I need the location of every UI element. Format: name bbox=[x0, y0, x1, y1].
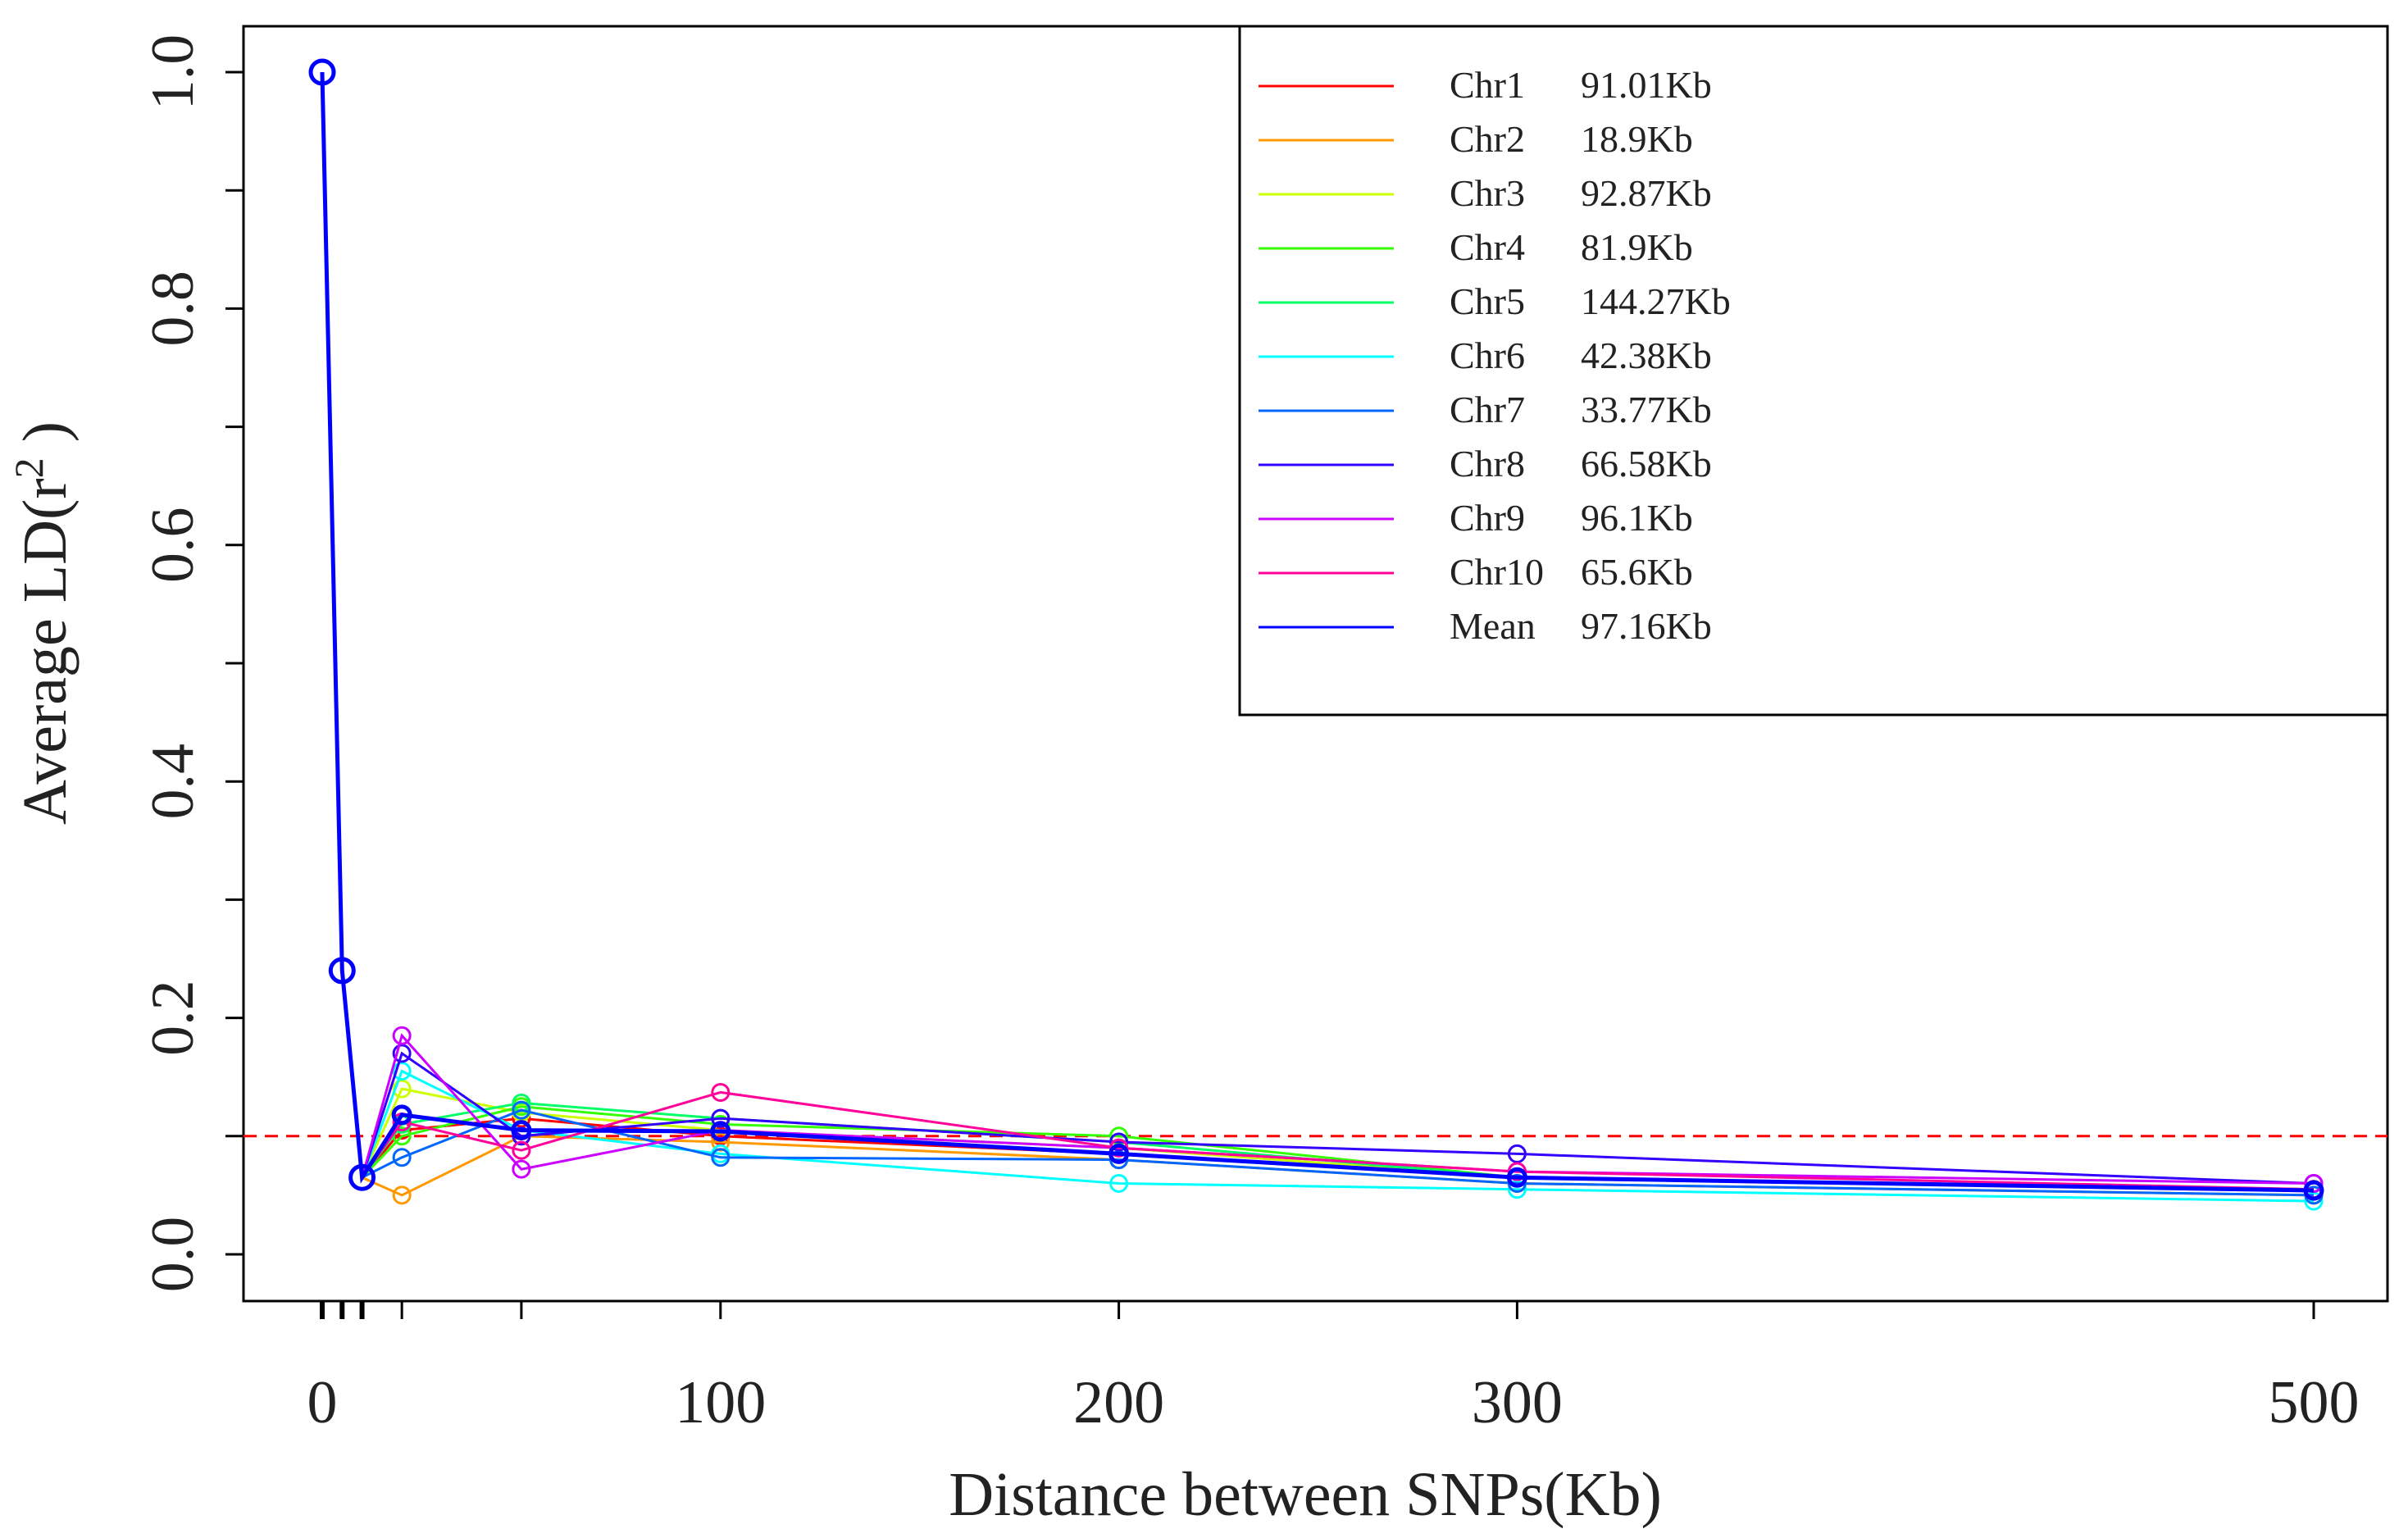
y-tick-label: 0.6 bbox=[139, 507, 207, 584]
legend-value: 81.9Kb bbox=[1581, 226, 1693, 268]
y-tick-label: 1.0 bbox=[139, 34, 207, 111]
legend-label: Mean bbox=[1450, 605, 1536, 647]
y-tick-label: 0.8 bbox=[139, 271, 207, 347]
data-point bbox=[1109, 1173, 1129, 1193]
x-tick-label: 300 bbox=[1472, 1369, 1563, 1436]
x-axis-title: Distance between SNPs(Kb) bbox=[949, 1460, 1662, 1529]
y-axis: 0.0 0.2 0.4 0.6 0.8 1.0 bbox=[139, 34, 245, 1293]
legend-label: Chr2 bbox=[1450, 118, 1525, 160]
y-tick-label: 0.2 bbox=[139, 980, 207, 1056]
legend-value: 91.01Kb bbox=[1581, 64, 1712, 106]
legend-label: Chr9 bbox=[1450, 497, 1525, 539]
y-tick-label: 0.0 bbox=[139, 1217, 207, 1293]
legend-value: 18.9Kb bbox=[1581, 118, 1693, 160]
x-tick-label: 500 bbox=[2269, 1369, 2360, 1436]
legend-value: 92.87Kb bbox=[1581, 172, 1712, 214]
data-point bbox=[511, 1120, 532, 1141]
legend-label: Chr10 bbox=[1450, 551, 1544, 593]
data-point bbox=[328, 957, 356, 985]
data-point bbox=[1507, 1144, 1527, 1163]
data-point bbox=[392, 1185, 412, 1205]
y-tick-label: 0.4 bbox=[139, 744, 207, 820]
legend-items: Chr1 91.01Kb Chr2 18.9Kb Chr3 92.87Kb Chr4 81.9… bbox=[1259, 64, 1731, 647]
y-axis-title: Average LD(r2 ) bbox=[6, 421, 80, 825]
data-point bbox=[2304, 1191, 2324, 1211]
x-tick-label: 200 bbox=[1073, 1369, 1164, 1436]
legend-box bbox=[1238, 25, 2389, 717]
data-point bbox=[392, 1148, 412, 1167]
data-point bbox=[391, 1104, 412, 1126]
legend-label: Chr6 bbox=[1450, 334, 1525, 376]
data-point bbox=[512, 1159, 531, 1179]
data-point bbox=[1108, 1143, 1130, 1164]
y-axis-title-main: Average LD(r bbox=[11, 478, 80, 825]
data-point bbox=[392, 1079, 412, 1099]
data-point bbox=[512, 1100, 531, 1120]
x-tick-label: 0 bbox=[307, 1369, 338, 1436]
data-point bbox=[1109, 1132, 1129, 1152]
series-line bbox=[320, 71, 2315, 1193]
data-point bbox=[2303, 1180, 2324, 1201]
y-axis-title-superscript: 2 bbox=[6, 457, 52, 478]
legend-value: 144.27Kb bbox=[1581, 280, 1731, 322]
x-axis: 0 100 200 300 500 bbox=[307, 1301, 2360, 1436]
data-point bbox=[308, 58, 336, 86]
data-point bbox=[1506, 1167, 1527, 1188]
series-layer bbox=[308, 58, 2324, 1211]
legend-value: 42.38Kb bbox=[1581, 334, 1712, 376]
data-point bbox=[2304, 1173, 2324, 1193]
legend-label: Chr4 bbox=[1450, 226, 1525, 268]
data-point bbox=[710, 1121, 731, 1142]
data-point bbox=[392, 1061, 412, 1081]
y-axis-title-close: ) bbox=[11, 421, 80, 457]
legend-label: Chr3 bbox=[1450, 172, 1525, 214]
legend-value: 96.1Kb bbox=[1581, 497, 1693, 539]
data-point bbox=[711, 1082, 731, 1102]
data-point bbox=[512, 1140, 531, 1160]
legend-value: 97.16Kb bbox=[1581, 605, 1712, 647]
series-mean bbox=[308, 58, 2324, 1201]
x-tick-label: 100 bbox=[675, 1369, 766, 1436]
legend: Chr1 91.01Kb Chr2 18.9Kb Chr3 92.87Kb Chr4 81.9… bbox=[1238, 25, 2389, 717]
legend-label: Chr5 bbox=[1450, 280, 1525, 322]
legend-label: Chr7 bbox=[1450, 389, 1525, 430]
data-point bbox=[348, 1163, 376, 1191]
legend-value: 65.6Kb bbox=[1581, 551, 1693, 593]
legend-label: Chr8 bbox=[1450, 443, 1525, 485]
data-point bbox=[711, 1148, 731, 1167]
legend-label: Chr1 bbox=[1450, 64, 1525, 106]
data-point bbox=[392, 1026, 412, 1045]
data-point bbox=[711, 1108, 731, 1128]
data-point bbox=[1507, 1180, 1527, 1199]
legend-value: 66.58Kb bbox=[1581, 443, 1712, 485]
legend-value: 33.77Kb bbox=[1581, 389, 1712, 430]
data-point bbox=[392, 1044, 412, 1063]
